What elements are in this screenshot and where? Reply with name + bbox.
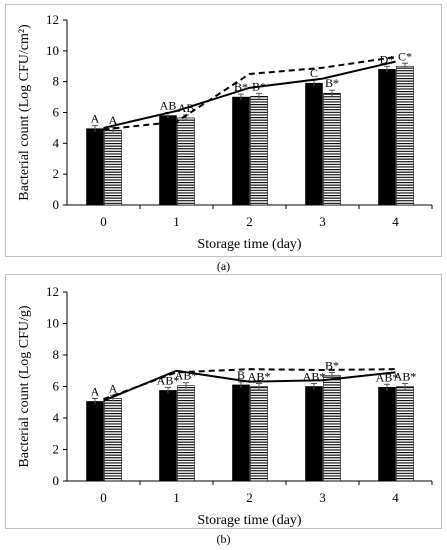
y-tick-label: 6 <box>53 379 60 394</box>
bar-striped <box>396 386 414 482</box>
bar-solid <box>86 401 104 482</box>
bar-solid <box>305 386 323 482</box>
bar-label: C* <box>398 49 412 63</box>
panel-b-frame <box>5 274 442 529</box>
bar-solid <box>232 384 250 482</box>
bar-striped <box>177 385 195 482</box>
bar-solid <box>378 69 396 206</box>
bar-striped <box>104 129 122 206</box>
y-tick-label: 6 <box>53 105 60 120</box>
bar-label: B* <box>325 76 339 90</box>
y-axis-title: Bacterial count (Log CFU/cm²) <box>17 24 32 201</box>
y-tick-label: 8 <box>53 347 60 362</box>
bar-label: B* <box>234 80 248 94</box>
bar-striped <box>396 65 414 206</box>
y-tick-label: 2 <box>53 442 60 457</box>
bar-label: A <box>109 113 118 127</box>
y-tick-label: 8 <box>53 74 60 89</box>
bar-label: B* <box>325 358 339 372</box>
x-tick-label: 1 <box>173 214 180 229</box>
y-tick-label: 10 <box>46 316 59 331</box>
y-tick-label: 2 <box>53 166 60 181</box>
x-tick-label: 4 <box>392 214 399 229</box>
y-tick-label: 4 <box>53 410 60 425</box>
bar-label: A <box>91 112 100 126</box>
bar-label: AB <box>160 99 177 113</box>
bar-striped <box>323 375 341 482</box>
x-tick-label: 2 <box>246 490 253 505</box>
y-tick-label: 10 <box>46 43 59 58</box>
x-tick-label: 2 <box>246 214 253 229</box>
panel-b-caption: (b) <box>216 532 231 546</box>
panel-a-caption: (a) <box>216 259 231 273</box>
panel-a-frame <box>5 4 442 257</box>
bar-solid <box>159 115 177 206</box>
bar-label: AB* <box>248 370 271 384</box>
bar-striped <box>250 96 268 206</box>
y-tick-label: 4 <box>53 135 60 150</box>
x-tick-label: 4 <box>392 490 399 505</box>
dashed-line-series <box>103 56 396 131</box>
bar-striped <box>104 398 122 482</box>
dashed-line-series <box>103 368 396 401</box>
bar-striped <box>177 117 195 206</box>
solid-line-series <box>103 60 396 129</box>
x-tick-label: 1 <box>173 490 180 505</box>
x-axis-title: Storage time (day) <box>197 513 302 528</box>
y-tick-label: 12 <box>46 284 59 299</box>
bar-striped <box>323 92 341 206</box>
bar-solid <box>232 96 250 206</box>
y-tick-label: 12 <box>46 12 59 27</box>
x-tick-label: 3 <box>319 214 326 229</box>
bar-solid <box>159 390 177 482</box>
bar-striped <box>250 386 268 482</box>
bar-label: AB* <box>394 370 417 384</box>
x-tick-label: 0 <box>100 490 107 505</box>
y-axis-title: Bacterial count (Log CFU/g) <box>17 305 32 467</box>
bar-label: B <box>237 368 245 382</box>
y-tick-label: 0 <box>53 473 60 488</box>
x-tick-label: 0 <box>100 214 107 229</box>
bar-solid <box>86 128 104 206</box>
bar-solid <box>305 82 323 206</box>
bar-solid <box>378 386 396 482</box>
bar-label: A <box>91 384 100 398</box>
x-axis-title: Storage time (day) <box>197 237 302 252</box>
x-tick-label: 3 <box>319 490 326 505</box>
bar-label: C <box>310 66 318 80</box>
bar-label: A <box>109 381 118 395</box>
y-tick-label: 0 <box>53 197 60 212</box>
